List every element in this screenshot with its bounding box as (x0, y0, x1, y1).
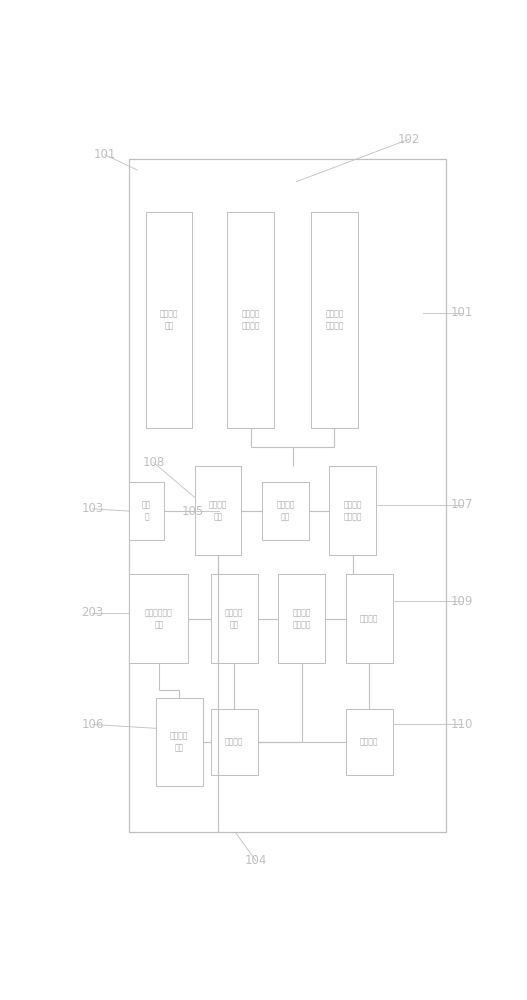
Bar (129, 574, 189, 663)
Text: 110: 110 (451, 718, 473, 731)
Text: 驱动模块: 驱动模块 (225, 737, 243, 746)
Text: 图像处理
模块: 图像处理 模块 (209, 500, 227, 521)
Text: 控制
器: 控制 器 (142, 500, 151, 521)
Text: 104: 104 (245, 854, 267, 867)
Bar (278, 574, 325, 663)
Text: 照度检测
模块: 照度检测 模块 (276, 500, 295, 521)
Bar (194, 466, 241, 555)
Text: 图像采集
传输模块: 图像采集 传输模块 (241, 310, 260, 331)
Text: 子系统控制器
模块: 子系统控制器 模块 (145, 608, 173, 629)
Text: 103: 103 (81, 502, 103, 515)
Text: 101: 101 (451, 306, 473, 319)
Bar (129, 482, 164, 540)
Bar (211, 709, 258, 774)
Bar (145, 212, 192, 428)
Text: 108: 108 (143, 456, 165, 469)
Bar (227, 212, 274, 428)
Text: 105: 105 (181, 505, 203, 518)
Text: 检测结果
分析模块: 检测结果 分析模块 (292, 608, 311, 629)
Text: 102: 102 (398, 133, 420, 146)
Text: 主控制器
模块: 主控制器 模块 (225, 608, 243, 629)
Bar (311, 212, 358, 428)
Text: 输出模块: 输出模块 (360, 614, 378, 623)
Bar (211, 574, 258, 663)
Text: 203: 203 (81, 606, 103, 619)
Text: 光束方向
检测模块: 光束方向 检测模块 (344, 500, 362, 521)
Bar (346, 574, 393, 663)
Text: 106: 106 (81, 718, 104, 731)
Bar (329, 466, 376, 555)
Bar (129, 158, 446, 832)
Text: 107: 107 (451, 498, 473, 512)
Text: 图像采集
传输模块: 图像采集 传输模块 (325, 310, 344, 331)
Bar (262, 482, 309, 540)
Text: 109: 109 (451, 595, 473, 608)
Text: 光学成像
系统: 光学成像 系统 (160, 310, 178, 331)
Text: 输出模块: 输出模块 (360, 737, 378, 746)
Bar (346, 709, 393, 774)
Bar (156, 698, 203, 786)
Text: 101: 101 (93, 148, 116, 161)
Text: 合格判定
模块: 合格判定 模块 (170, 731, 189, 752)
